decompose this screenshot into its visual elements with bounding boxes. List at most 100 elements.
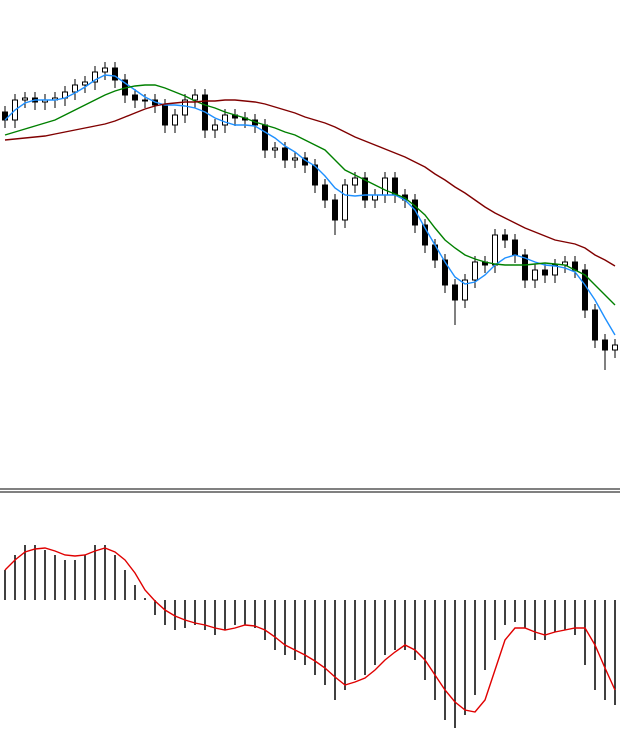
histogram-bar [524, 600, 526, 628]
indicator-line [4, 99, 616, 267]
histogram-bar [244, 600, 246, 625]
candle-body [362, 177, 368, 201]
histogram-bar [494, 600, 496, 640]
histogram-bar [514, 600, 516, 622]
histogram-bar [14, 555, 16, 600]
candle-body [592, 309, 598, 341]
histogram-bar [574, 600, 576, 635]
candle-body [82, 81, 88, 86]
histogram-bar [124, 570, 126, 600]
histogram-bar [114, 555, 116, 600]
histogram-bar [144, 598, 146, 600]
indicator-line [4, 547, 616, 713]
histogram-bar [424, 600, 426, 680]
candle-body [132, 94, 138, 101]
histogram-bar [184, 600, 186, 628]
histogram-bar [434, 600, 436, 700]
histogram-bar [4, 570, 6, 600]
histogram-bar [154, 600, 156, 615]
histogram-bar [384, 600, 386, 655]
candle-body [312, 164, 318, 186]
histogram-bar [24, 545, 26, 600]
histogram-bar [104, 545, 106, 600]
candle-body [532, 269, 538, 281]
candle-body [22, 97, 28, 101]
histogram-bar [454, 600, 456, 728]
histogram-bar [364, 600, 366, 675]
histogram-bar [334, 600, 336, 700]
histogram-bar [34, 545, 36, 600]
candle-body [512, 239, 518, 256]
histogram-bar [214, 600, 216, 635]
histogram-bar [274, 600, 276, 650]
histogram-bar [614, 600, 616, 705]
candle-body [462, 279, 468, 301]
candle-body [522, 254, 528, 281]
histogram-bar [374, 600, 376, 665]
candle-body [552, 264, 558, 276]
histogram-bar [164, 600, 166, 625]
histogram-bar [354, 600, 356, 680]
candle-body [442, 259, 448, 286]
candle-body [272, 147, 278, 151]
histogram-bar [394, 600, 396, 650]
candle-body [112, 67, 118, 81]
candle-body [172, 114, 178, 126]
candle-body [352, 177, 358, 186]
histogram-bar [94, 545, 96, 600]
candle-body [612, 344, 618, 351]
candle-body [72, 84, 78, 93]
candle-body [452, 284, 458, 301]
candle-body [492, 234, 498, 266]
histogram-bar [474, 600, 476, 695]
histogram-bar [344, 600, 346, 690]
histogram-bar [504, 600, 506, 625]
candle-body [472, 261, 478, 281]
candle-body [602, 339, 608, 351]
histogram-bar [304, 600, 306, 665]
candle-body [392, 177, 398, 196]
histogram-bar [414, 600, 416, 660]
indicator-line [4, 74, 616, 336]
histogram-bar [224, 600, 226, 630]
histogram-bar [464, 600, 466, 715]
histogram-bar [604, 600, 606, 700]
histogram-bar [64, 560, 66, 600]
indicator-line [4, 84, 616, 306]
histogram-bar [554, 600, 556, 632]
histogram-bar [84, 555, 86, 600]
candle-body [542, 269, 548, 276]
candle-body [92, 71, 98, 83]
candle-body [412, 199, 418, 226]
histogram-bar [444, 600, 446, 720]
histogram-bar [254, 600, 256, 628]
candle-body [162, 104, 168, 126]
histogram-bar [74, 560, 76, 600]
candle-body [262, 124, 268, 151]
candle-body [422, 224, 428, 246]
histogram-bar [324, 600, 326, 685]
histogram-bar [134, 585, 136, 600]
histogram-bar [314, 600, 316, 675]
histogram-bar [54, 555, 56, 600]
histogram-bar [194, 600, 196, 625]
candle-body [212, 124, 218, 131]
candle-body [322, 184, 328, 201]
candle-body [292, 157, 298, 161]
candle-body [502, 234, 508, 241]
candle-body [282, 147, 288, 161]
candle-body [382, 177, 388, 196]
histogram-bar [564, 600, 566, 630]
histogram-bar [544, 600, 546, 640]
histogram-bar [584, 600, 586, 665]
candle-body [342, 184, 348, 221]
histogram-bar [404, 600, 406, 650]
histogram-bar [204, 600, 206, 630]
histogram-bar [294, 600, 296, 660]
candle-body [102, 67, 108, 73]
candle-body [192, 94, 198, 101]
histogram-bar [234, 600, 236, 625]
